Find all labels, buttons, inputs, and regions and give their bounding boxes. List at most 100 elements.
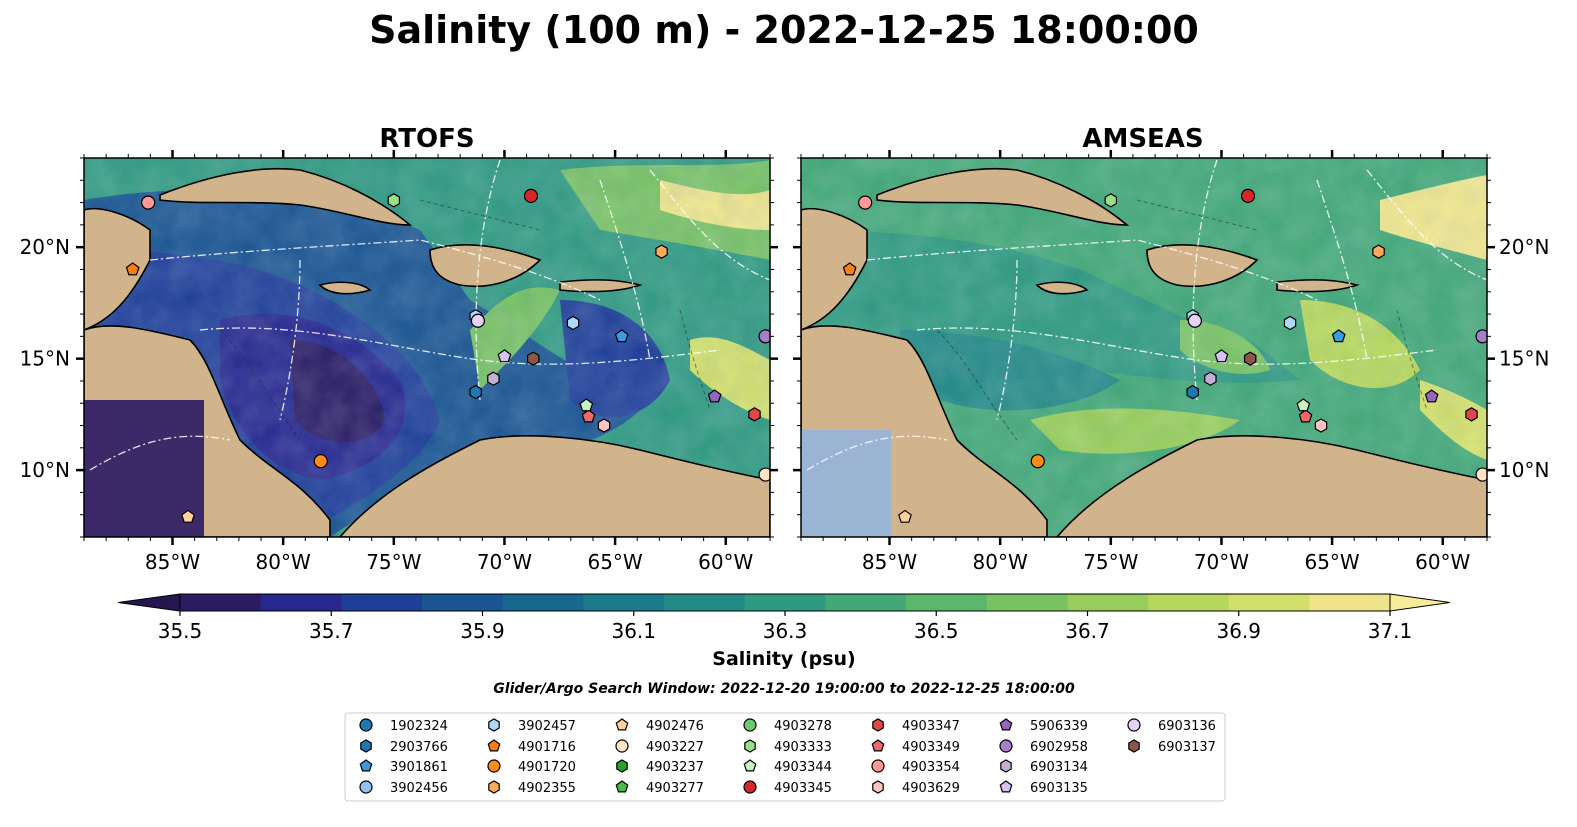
y-tick-label: 10°N — [1499, 458, 1549, 482]
legend-marker — [871, 759, 885, 773]
legend-marker — [488, 718, 500, 732]
legend-marker — [487, 759, 501, 773]
rtofs-observations — [125, 188, 770, 523]
colorbar-tick-label: 35.9 — [460, 619, 505, 643]
observation-marker — [707, 389, 722, 403]
colorbar-segment — [1067, 594, 1149, 611]
observation-marker — [1214, 349, 1229, 363]
observation-marker — [469, 384, 482, 400]
observation-marker — [581, 409, 596, 423]
colorbar-tick-label: 36.5 — [914, 619, 959, 643]
observation-marker — [1204, 371, 1217, 386]
colorbar-tick-label: 35.7 — [309, 619, 354, 643]
colorbar-extend-max — [1389, 593, 1451, 612]
x-tick-label: 65°W — [1304, 550, 1359, 574]
colorbar-segment — [825, 594, 907, 611]
colorbar-segment — [583, 594, 665, 611]
legend-label: 1902324 — [390, 719, 448, 734]
legend-marker — [359, 780, 373, 794]
observation-marker — [1465, 407, 1478, 422]
colorbar-tick-label: 37.1 — [1368, 619, 1413, 643]
observation-marker — [858, 195, 873, 210]
rtofs-contours — [219, 199, 711, 441]
legend-label: 4903227 — [646, 740, 704, 755]
observation-marker — [1104, 193, 1118, 208]
y-tick-label: 20°N — [20, 235, 70, 259]
colorbar-segment — [180, 594, 262, 611]
legend-label: 3902456 — [390, 781, 448, 796]
observation-marker — [1331, 329, 1346, 343]
x-tick-label: 60°W — [698, 550, 753, 574]
legend-label: 5906339 — [1030, 719, 1088, 734]
observation-marker — [597, 418, 611, 433]
x-tick-label: 85°W — [862, 550, 917, 574]
colorbar-segment — [341, 594, 423, 611]
legend-marker — [999, 780, 1013, 793]
legend-marker — [488, 780, 500, 794]
observation-marker — [655, 244, 668, 259]
y-tick-label: 15°N — [20, 347, 70, 371]
observation-marker — [842, 262, 857, 276]
colorbar: 35.5 35.7 35.9 36.1 36.3 36.5 36.7 36.9 37.1 — [117, 593, 1451, 643]
colorbar-tick-label: 36.9 — [1216, 619, 1261, 643]
colorbar-segment — [1309, 594, 1391, 611]
colorbar-tick-label: 36.7 — [1065, 619, 1110, 643]
legend-label: 4902355 — [518, 781, 576, 796]
observation-marker — [1298, 409, 1313, 423]
observation-marker — [1424, 389, 1439, 403]
legend-marker — [743, 780, 757, 794]
colorbar-tick-label: 36.1 — [611, 619, 656, 643]
legend-marker — [1128, 739, 1140, 753]
search-window: Glider/Argo Search Window: 2022-12-20 19… — [493, 681, 1075, 697]
colorbar-segment — [906, 594, 988, 611]
amseas-pacific-shelf — [801, 430, 891, 537]
rtofs-map — [84, 158, 770, 537]
observation-marker — [1296, 398, 1311, 412]
observation-marker — [526, 351, 540, 366]
colorbar-segment — [1228, 594, 1310, 611]
legend-label: 4903277 — [646, 781, 704, 796]
legend-marker — [487, 739, 501, 752]
amseas-eez-lines — [806, 159, 1487, 471]
legend-label: 4903629 — [902, 781, 960, 796]
observation-marker — [1243, 351, 1257, 366]
observation-marker — [1475, 329, 1487, 344]
legend-label: 4903347 — [902, 719, 960, 734]
observation-marker — [748, 407, 761, 422]
observation-marker — [614, 329, 629, 343]
legend-label: 3901861 — [390, 760, 448, 775]
observation-marker — [758, 467, 770, 482]
observation-marker — [125, 262, 140, 276]
legend-marker — [872, 718, 884, 732]
legend-label: 4901716 — [518, 740, 576, 755]
legend-label: 2903766 — [390, 740, 448, 755]
legend-marker — [359, 759, 373, 772]
observation-marker — [566, 315, 580, 331]
legend-label: 6902958 — [1030, 740, 1088, 755]
observation-marker — [487, 371, 500, 386]
colorbar-segment — [1148, 594, 1230, 611]
amseas-map — [801, 158, 1487, 537]
legend-label: 6903134 — [1030, 760, 1088, 775]
legend-marker — [999, 718, 1013, 731]
observation-marker — [758, 329, 770, 344]
observation-marker — [523, 188, 539, 203]
amseas-frame — [800, 157, 1488, 538]
observation-marker — [470, 313, 485, 328]
x-tick-label: 60°W — [1415, 550, 1470, 574]
legend-label: 6903135 — [1030, 781, 1088, 796]
legend-marker — [615, 739, 629, 753]
colorbar-tick-label: 35.5 — [158, 619, 203, 643]
legend-label: 4901720 — [518, 760, 576, 775]
colorbar-segment — [744, 594, 826, 611]
legend-label: 6903137 — [1158, 740, 1216, 755]
colorbar-segment — [422, 594, 504, 611]
rtofs-eez-lines — [89, 159, 770, 471]
x-tick-label: 80°W — [256, 550, 311, 574]
panel-title-rtofs: RTOFS — [379, 124, 474, 154]
observation-marker — [1283, 315, 1297, 331]
legend-marker — [615, 718, 629, 731]
colorbar-segment — [502, 594, 584, 611]
legend-marker — [1127, 718, 1141, 732]
y-tick-label: 10°N — [20, 458, 70, 482]
